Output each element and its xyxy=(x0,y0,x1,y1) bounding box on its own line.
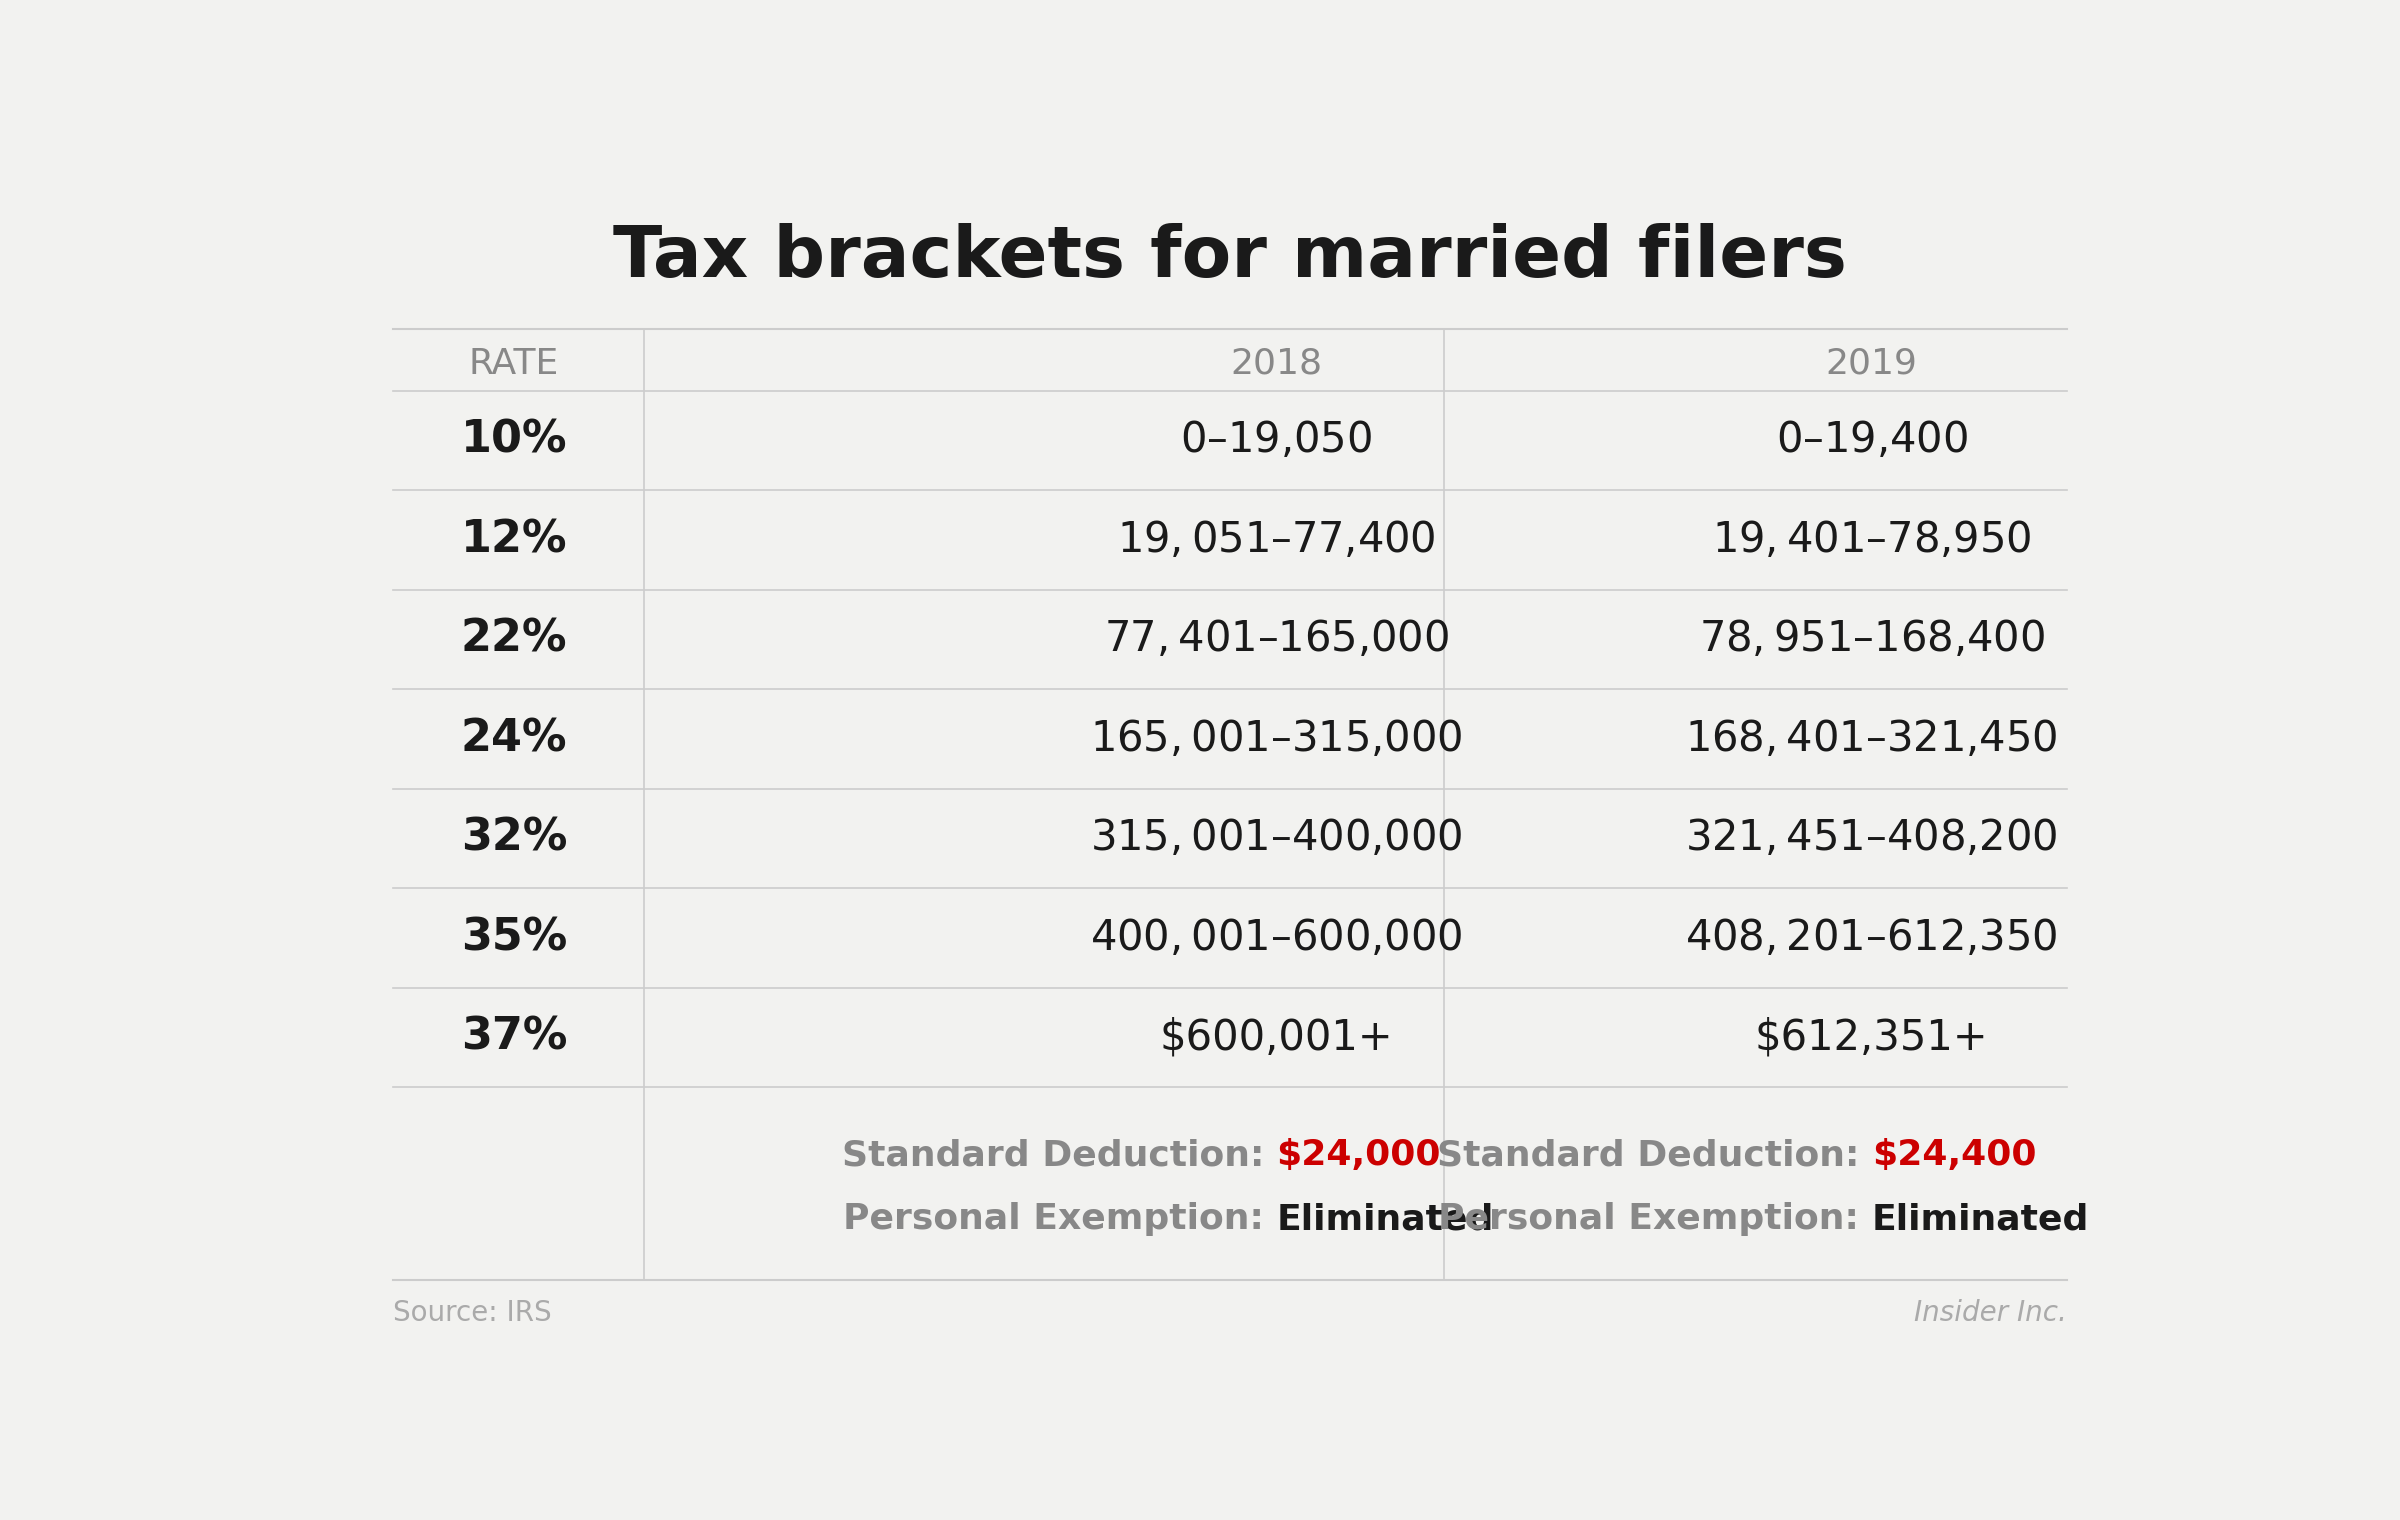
Text: Eliminated: Eliminated xyxy=(1277,1202,1493,1236)
Text: Eliminated: Eliminated xyxy=(1872,1202,2088,1236)
Text: $165,001 – $315,000: $165,001 – $315,000 xyxy=(1090,717,1462,760)
Text: $408,201 – $612,350: $408,201 – $612,350 xyxy=(1685,917,2057,959)
Text: 10%: 10% xyxy=(461,420,566,462)
Text: 24%: 24% xyxy=(461,717,566,760)
Text: $168,401 – $321,450: $168,401 – $321,450 xyxy=(1685,717,2057,760)
Text: $0 – $19,400: $0 – $19,400 xyxy=(1776,420,1968,462)
Text: $24,400: $24,400 xyxy=(1872,1138,2035,1172)
Text: $600,001+: $600,001+ xyxy=(1159,1017,1394,1058)
Text: $77,401 – $165,000: $77,401 – $165,000 xyxy=(1104,619,1450,661)
Text: $24,000: $24,000 xyxy=(1277,1138,1440,1172)
Text: $0 – $19,050: $0 – $19,050 xyxy=(1181,420,1373,462)
Text: 35%: 35% xyxy=(461,917,566,959)
Text: Standard Deduction:: Standard Deduction: xyxy=(842,1138,1277,1172)
Text: $19,401 – $78,950: $19,401 – $78,950 xyxy=(1711,518,2030,561)
Text: 22%: 22% xyxy=(461,619,566,661)
Text: Source: IRS: Source: IRS xyxy=(394,1300,552,1327)
Text: Insider Inc.: Insider Inc. xyxy=(1915,1300,2066,1327)
Text: $321,451 – $408,200: $321,451 – $408,200 xyxy=(1685,818,2057,859)
Text: $612,351+: $612,351+ xyxy=(1754,1017,1990,1058)
Text: $19,051 – $77,400: $19,051 – $77,400 xyxy=(1116,518,1435,561)
Text: 32%: 32% xyxy=(461,816,566,860)
Text: Personal Exemption:: Personal Exemption: xyxy=(842,1202,1277,1236)
Text: Tax brackets for married filers: Tax brackets for married filers xyxy=(612,223,1848,292)
Text: 12%: 12% xyxy=(461,518,566,561)
Text: RATE: RATE xyxy=(468,347,559,382)
Text: 2019: 2019 xyxy=(1826,347,1918,382)
Text: 37%: 37% xyxy=(461,1015,566,1059)
Text: $315,001 – $400,000: $315,001 – $400,000 xyxy=(1090,818,1462,859)
Text: 2018: 2018 xyxy=(1231,347,1322,382)
Text: $78,951 – $168,400: $78,951 – $168,400 xyxy=(1699,619,2045,661)
Text: $400,001–$600,000: $400,001–$600,000 xyxy=(1090,917,1462,959)
Text: Standard Deduction:: Standard Deduction: xyxy=(1438,1138,1872,1172)
Text: Personal Exemption:: Personal Exemption: xyxy=(1438,1202,1872,1236)
